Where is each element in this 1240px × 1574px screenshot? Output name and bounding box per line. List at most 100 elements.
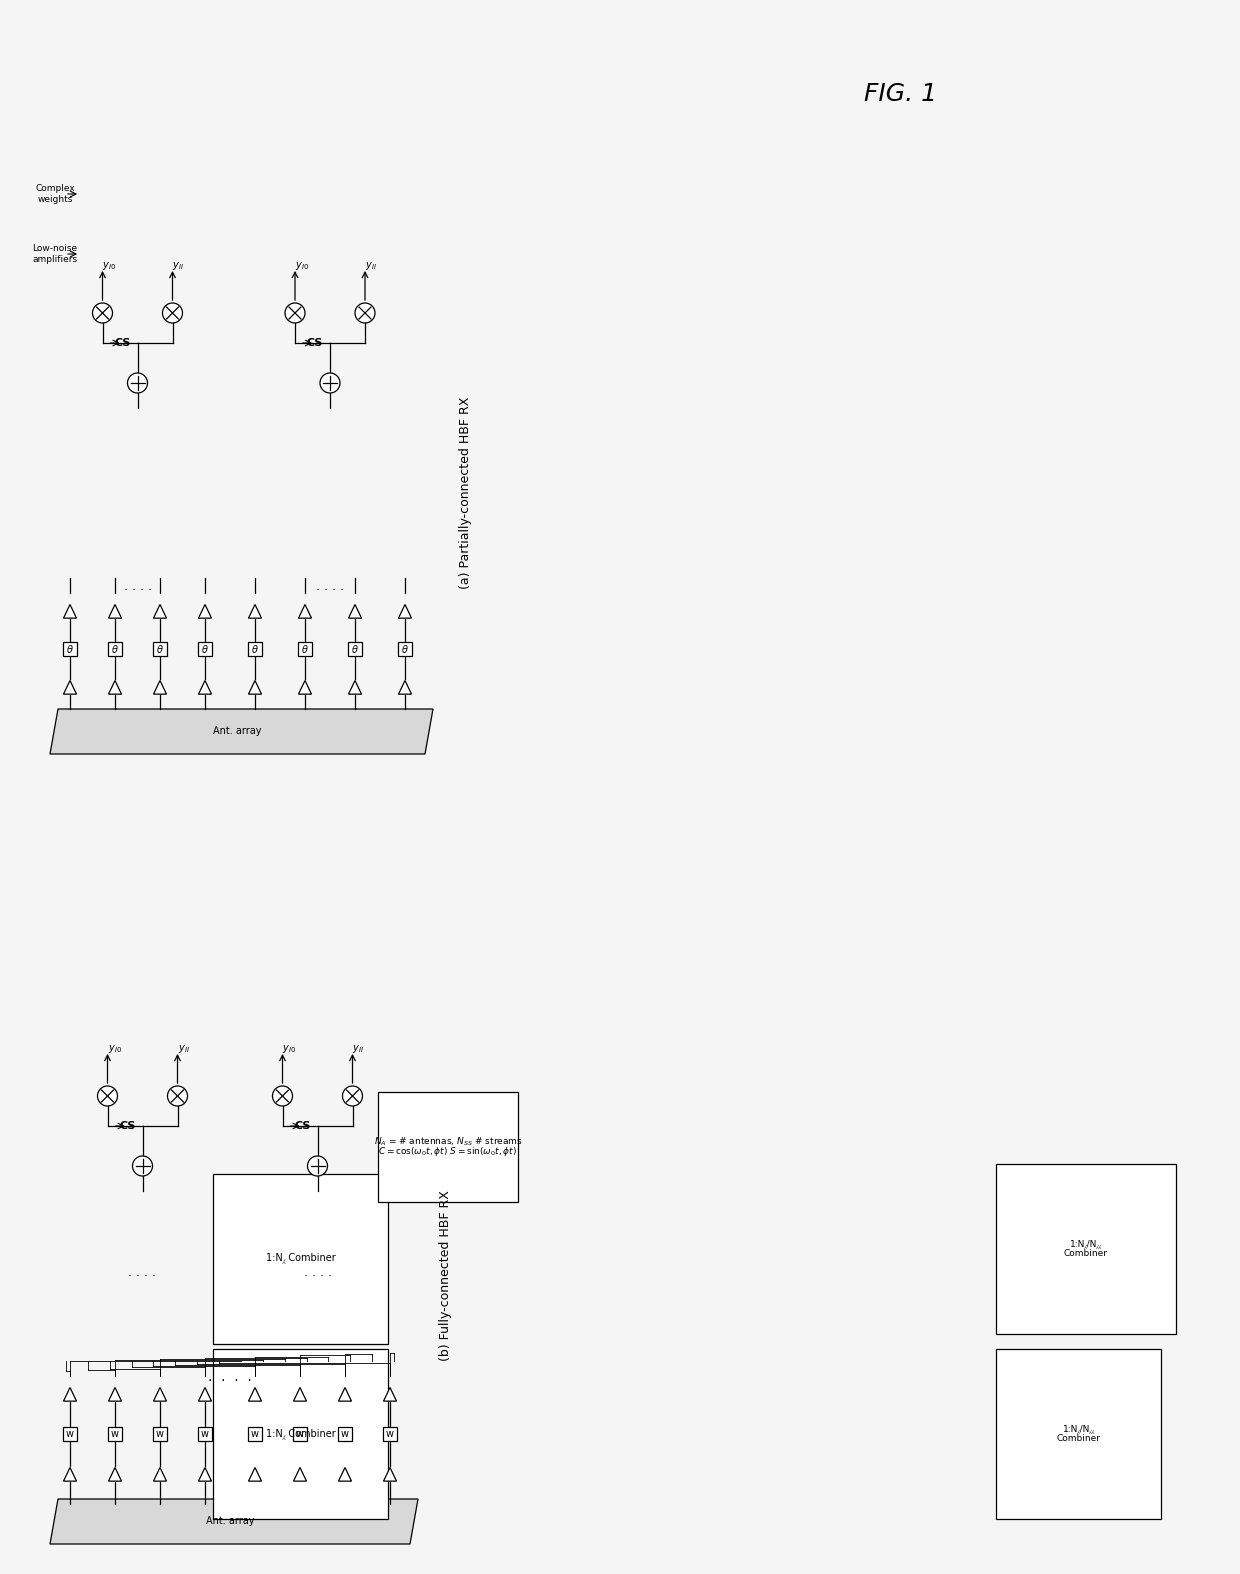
Text: $y_{II}$: $y_{II}$ bbox=[172, 260, 185, 272]
Polygon shape bbox=[109, 1388, 122, 1401]
FancyBboxPatch shape bbox=[996, 1165, 1176, 1335]
Text: $y_{II}$: $y_{II}$ bbox=[365, 260, 377, 272]
FancyBboxPatch shape bbox=[108, 1428, 122, 1442]
FancyBboxPatch shape bbox=[293, 1428, 308, 1442]
FancyBboxPatch shape bbox=[348, 642, 362, 656]
Circle shape bbox=[128, 373, 148, 394]
Polygon shape bbox=[154, 1467, 166, 1481]
Polygon shape bbox=[63, 1388, 77, 1401]
FancyBboxPatch shape bbox=[298, 642, 312, 656]
Circle shape bbox=[285, 304, 305, 323]
Polygon shape bbox=[109, 1467, 122, 1481]
Text: 1:N⁁ Combiner: 1:N⁁ Combiner bbox=[265, 1429, 335, 1440]
Circle shape bbox=[320, 373, 340, 394]
Text: 1:N⁁/N⁁⁁: 1:N⁁/N⁁⁁ bbox=[1063, 1424, 1095, 1434]
Circle shape bbox=[355, 304, 374, 323]
Text: · · · ·: · · · · bbox=[124, 584, 151, 597]
Text: w: w bbox=[112, 1429, 119, 1439]
Text: Complex
weights: Complex weights bbox=[35, 184, 74, 203]
Text: CS: CS bbox=[294, 1121, 311, 1132]
Text: w: w bbox=[250, 1429, 259, 1439]
Text: $\theta$: $\theta$ bbox=[66, 644, 74, 655]
Text: w: w bbox=[341, 1429, 348, 1439]
Text: w: w bbox=[296, 1429, 304, 1439]
Text: Low-noise
amplifiers: Low-noise amplifiers bbox=[32, 244, 78, 264]
Polygon shape bbox=[299, 680, 311, 694]
Polygon shape bbox=[198, 1388, 212, 1401]
Text: 1:N⁁ Combiner: 1:N⁁ Combiner bbox=[265, 1253, 335, 1264]
Text: CS: CS bbox=[119, 1121, 135, 1132]
Polygon shape bbox=[154, 680, 166, 694]
Polygon shape bbox=[248, 1467, 262, 1481]
FancyBboxPatch shape bbox=[213, 1174, 388, 1344]
Text: $N_A$ = # antennas, $N_{SS}$ # streams: $N_A$ = # antennas, $N_{SS}$ # streams bbox=[373, 1136, 522, 1147]
Text: $y_{II}$: $y_{II}$ bbox=[177, 1044, 190, 1055]
FancyBboxPatch shape bbox=[248, 642, 262, 656]
Text: · · · ·: · · · · bbox=[129, 1270, 156, 1283]
FancyBboxPatch shape bbox=[398, 642, 412, 656]
Polygon shape bbox=[248, 1388, 262, 1401]
FancyBboxPatch shape bbox=[996, 1349, 1161, 1519]
Polygon shape bbox=[248, 680, 262, 694]
Text: (b) Fully-connected HBF RX: (b) Fully-connected HBF RX bbox=[439, 1190, 451, 1362]
FancyBboxPatch shape bbox=[198, 642, 212, 656]
Polygon shape bbox=[154, 604, 166, 619]
Text: Combiner: Combiner bbox=[1064, 1250, 1109, 1258]
Circle shape bbox=[162, 304, 182, 323]
Text: $\theta$: $\theta$ bbox=[252, 644, 259, 655]
Text: $\theta$: $\theta$ bbox=[156, 644, 164, 655]
Text: $y_{I0}$: $y_{I0}$ bbox=[108, 1044, 122, 1055]
Polygon shape bbox=[348, 680, 362, 694]
Text: $\theta$: $\theta$ bbox=[112, 644, 119, 655]
Text: $C=\cos(\omega_0 t,\phi t)$ $S=\sin(\omega_0 t,\phi t)$: $C=\cos(\omega_0 t,\phi t)$ $S=\sin(\ome… bbox=[378, 1144, 517, 1157]
Circle shape bbox=[342, 1086, 362, 1107]
Text: FIG. 1: FIG. 1 bbox=[863, 82, 936, 105]
Text: $\theta$: $\theta$ bbox=[351, 644, 358, 655]
Polygon shape bbox=[198, 604, 212, 619]
Polygon shape bbox=[383, 1467, 397, 1481]
Text: 1:N⁁/N⁁⁁: 1:N⁁/N⁁⁁ bbox=[1070, 1240, 1102, 1248]
Text: CS: CS bbox=[114, 338, 130, 348]
Polygon shape bbox=[109, 604, 122, 619]
Polygon shape bbox=[398, 680, 412, 694]
Text: ·  ·  ·  ·: · · · · bbox=[208, 1374, 252, 1388]
Text: $y_{II}$: $y_{II}$ bbox=[352, 1044, 365, 1055]
Polygon shape bbox=[50, 708, 433, 754]
Polygon shape bbox=[294, 1388, 306, 1401]
Text: · · · ·: · · · · bbox=[316, 584, 343, 597]
Polygon shape bbox=[198, 1467, 212, 1481]
Polygon shape bbox=[383, 1388, 397, 1401]
Polygon shape bbox=[63, 1467, 77, 1481]
Polygon shape bbox=[109, 680, 122, 694]
FancyBboxPatch shape bbox=[153, 1428, 167, 1442]
Text: w: w bbox=[201, 1429, 210, 1439]
FancyBboxPatch shape bbox=[63, 1428, 77, 1442]
Polygon shape bbox=[63, 604, 77, 619]
Polygon shape bbox=[50, 1498, 418, 1544]
Polygon shape bbox=[198, 680, 212, 694]
Circle shape bbox=[133, 1155, 153, 1176]
Polygon shape bbox=[248, 604, 262, 619]
Text: $\theta$: $\theta$ bbox=[401, 644, 409, 655]
Text: Ant. array: Ant. array bbox=[206, 1516, 254, 1527]
Polygon shape bbox=[339, 1467, 351, 1481]
Text: Ant. array: Ant. array bbox=[213, 727, 262, 737]
Text: CS: CS bbox=[306, 338, 324, 348]
Text: $y_{I0}$: $y_{I0}$ bbox=[103, 260, 117, 272]
Text: $y_{I0}$: $y_{I0}$ bbox=[295, 260, 309, 272]
FancyBboxPatch shape bbox=[198, 1428, 212, 1442]
Text: $y_{I0}$: $y_{I0}$ bbox=[283, 1044, 296, 1055]
Text: $\theta$: $\theta$ bbox=[301, 644, 309, 655]
FancyBboxPatch shape bbox=[213, 1349, 388, 1519]
Polygon shape bbox=[294, 1467, 306, 1481]
Circle shape bbox=[308, 1155, 327, 1176]
Text: w: w bbox=[386, 1429, 394, 1439]
Polygon shape bbox=[348, 604, 362, 619]
Polygon shape bbox=[398, 604, 412, 619]
Text: w: w bbox=[66, 1429, 74, 1439]
FancyBboxPatch shape bbox=[153, 642, 167, 656]
Text: · · · ·: · · · · bbox=[304, 1270, 331, 1283]
Polygon shape bbox=[339, 1388, 351, 1401]
Text: Combiner: Combiner bbox=[1056, 1434, 1101, 1443]
Circle shape bbox=[93, 304, 113, 323]
